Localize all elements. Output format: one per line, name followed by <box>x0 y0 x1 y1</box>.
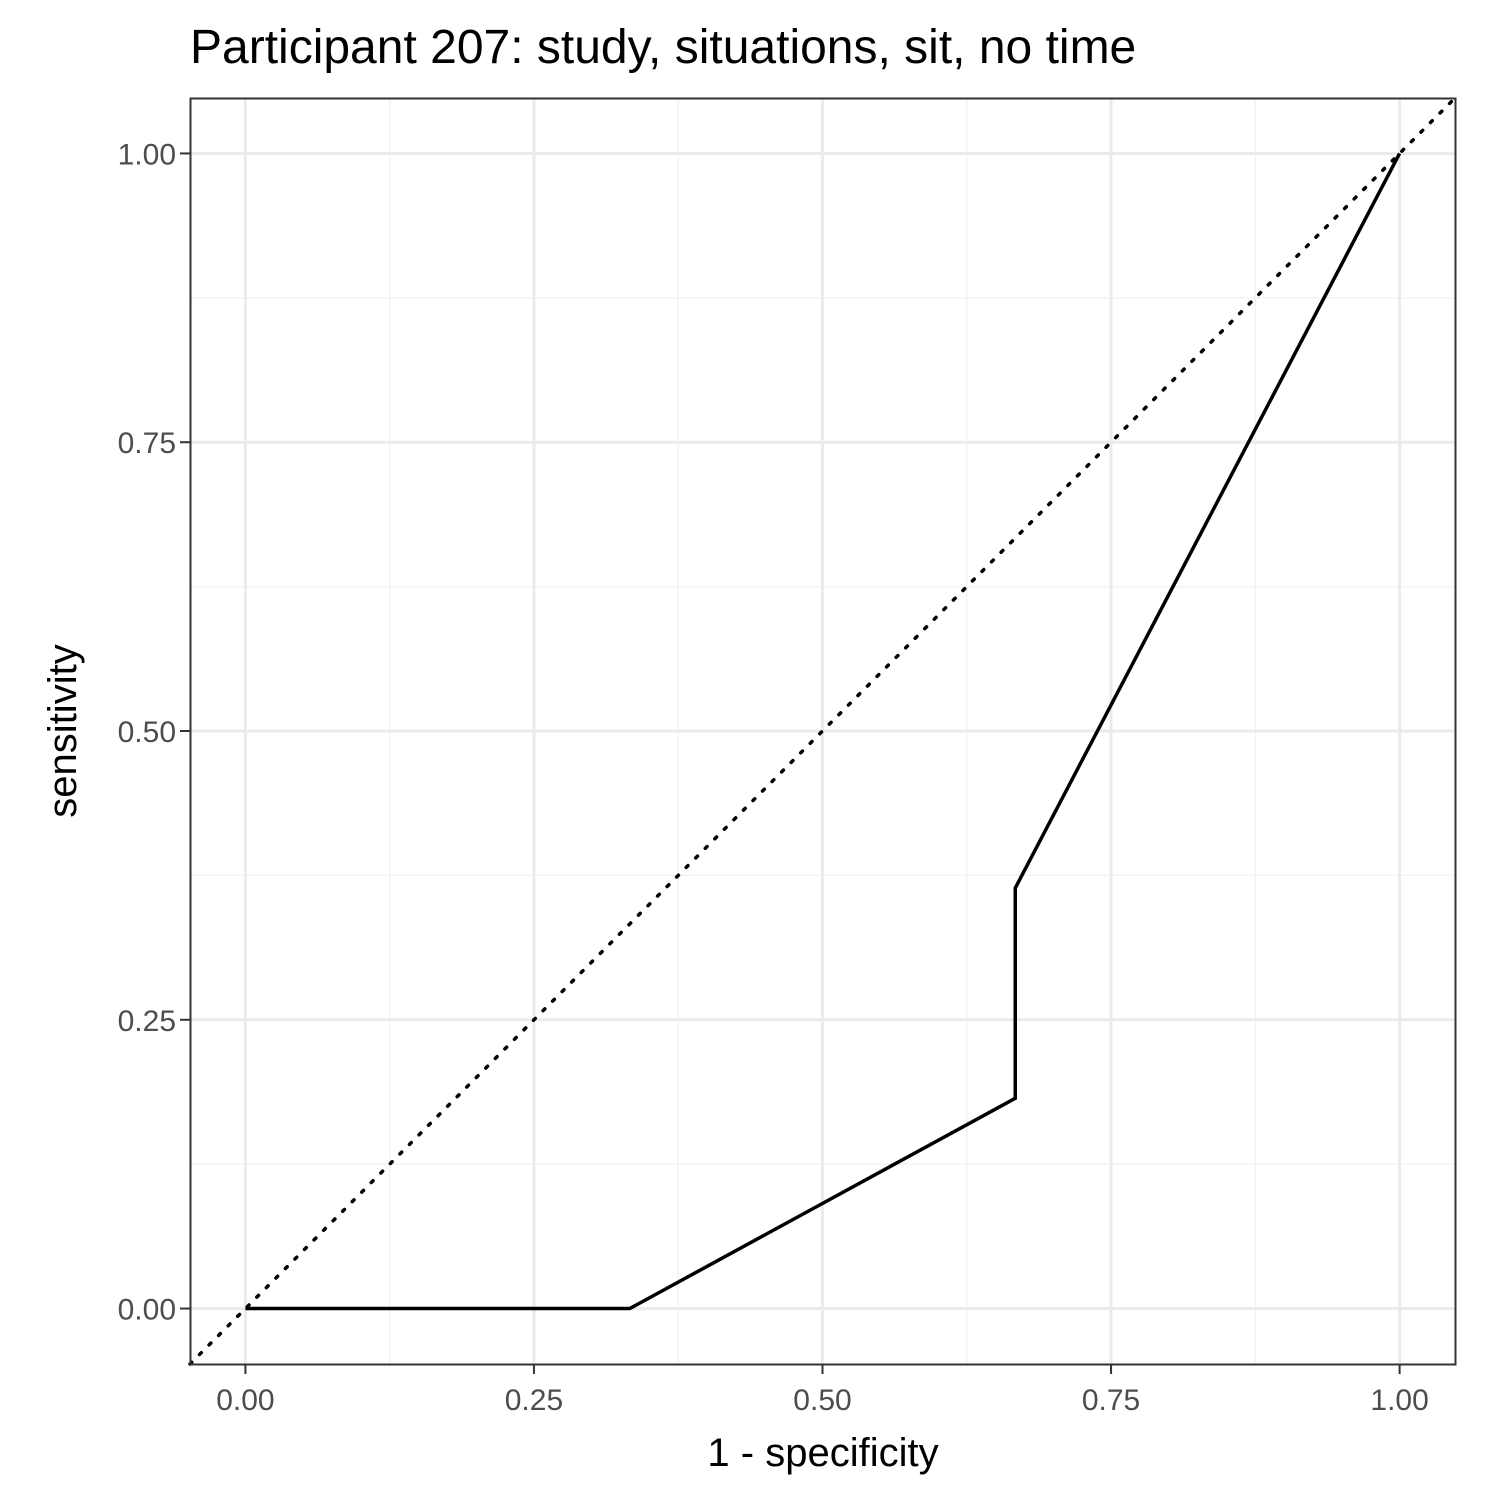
y-tick-label: 1.00 <box>118 138 176 171</box>
y-tick-label: 0.75 <box>118 427 176 460</box>
reference-diagonal-line <box>188 96 1457 1366</box>
x-tick-label: 0.25 <box>505 1384 563 1417</box>
x-tick-label: 0.75 <box>1082 1384 1140 1417</box>
roc-curve-line <box>245 152 1402 1311</box>
y-tick-label: 0.00 <box>118 1294 176 1327</box>
plot-marks <box>188 96 1457 1366</box>
x-tick-label: 0.00 <box>216 1384 274 1417</box>
y-tick-label: 0.50 <box>118 716 176 749</box>
x-tick-label: 0.50 <box>793 1384 851 1417</box>
y-axis-title: sensitivity <box>41 644 85 817</box>
x-tick-label: 1.00 <box>1370 1384 1428 1417</box>
y-axis: 0.00 0.25 0.50 0.75 1.00 <box>118 138 190 1327</box>
x-axis: 0.00 0.25 0.50 0.75 1.00 <box>216 1364 1429 1417</box>
y-tick-label: 0.25 <box>118 1005 176 1038</box>
x-axis-title: 1 - specificity <box>707 1431 938 1475</box>
grid-lines <box>190 98 1455 1364</box>
chart-title: Participant 207: study, situations, sit,… <box>190 21 1136 74</box>
